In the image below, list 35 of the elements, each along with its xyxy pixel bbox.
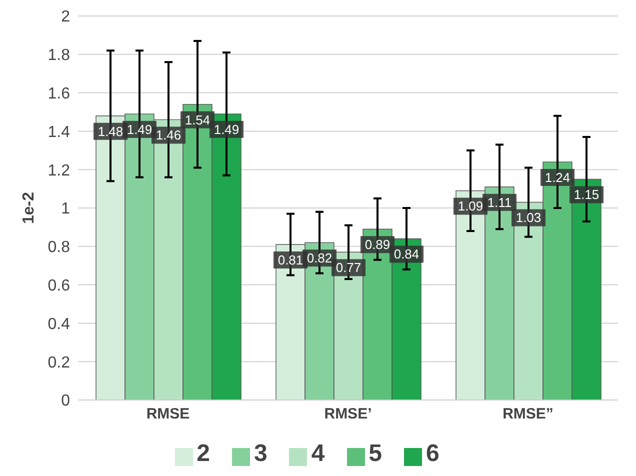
legend-label: 5 [368,440,382,467]
legend-label: 6 [426,440,440,467]
legend-label: 3 [254,440,268,467]
data-label: 1.49 [214,122,240,137]
data-label: 1.24 [544,170,570,185]
x-tick-label: RMSE” [502,406,554,423]
data-label: 1.11 [487,194,512,210]
legend-label: 4 [311,440,325,467]
data-label: 1.46 [156,128,182,143]
data-label: 1.15 [574,187,600,202]
y-axis-title: 1e-2 [20,192,38,224]
data-label: 1.49 [126,122,152,137]
data-label: 0.81 [278,252,304,268]
data-label: 1.48 [98,124,124,139]
y-tick-label: 0 [61,392,70,410]
y-tick-label: 1.4 [48,124,70,141]
data-label: 0.89 [364,237,390,252]
data-label: 0.84 [394,246,420,262]
data-label: 0.77 [336,260,362,276]
y-tick-label: 1.6 [48,85,70,102]
y-tick-label: 0.2 [48,354,70,372]
x-tick-label: RMSE [146,406,190,423]
y-tick-label: 0.8 [48,239,70,256]
data-label: 1.54 [184,112,210,128]
y-tick-label: 1 [61,200,70,218]
y-tick-label: 0.4 [48,316,70,333]
y-tick-label: 1.2 [48,162,70,180]
data-label: 0.82 [306,250,332,266]
y-tick-label: 1.8 [48,47,70,64]
y-tick-label: 0.6 [48,277,70,294]
y-tick-label: 2 [61,8,70,26]
data-label: 1.09 [458,198,484,214]
data-label: 1.03 [516,210,542,226]
legend-label: 2 [196,440,210,467]
x-tick-label: RMSE’ [324,406,372,423]
